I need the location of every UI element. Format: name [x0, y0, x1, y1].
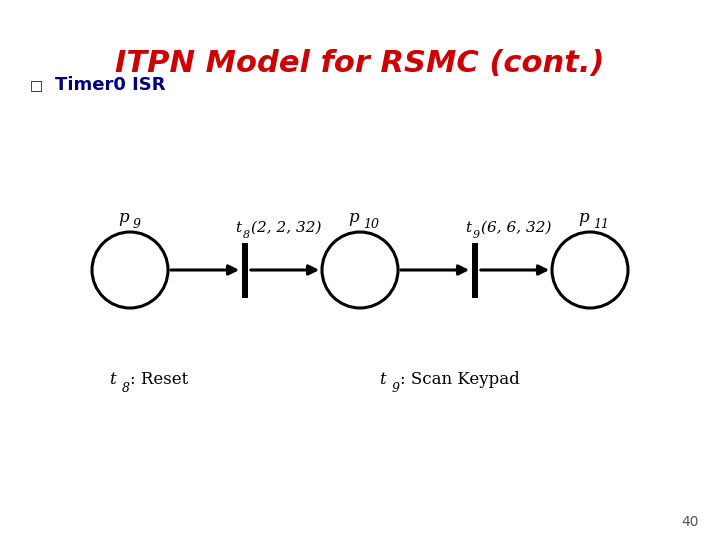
Text: p: p — [348, 209, 359, 226]
Text: : Reset: : Reset — [130, 372, 188, 388]
Text: 40: 40 — [681, 515, 698, 529]
Text: 10: 10 — [363, 218, 379, 231]
Text: 9: 9 — [392, 381, 400, 395]
Text: p: p — [579, 209, 589, 226]
Bar — [472, 242, 478, 298]
Text: (6, 6, 32): (6, 6, 32) — [481, 220, 552, 234]
Text: t: t — [379, 372, 386, 388]
Text: 9: 9 — [473, 230, 480, 240]
Text: 8: 8 — [122, 381, 130, 395]
Text: t: t — [465, 220, 471, 234]
Text: Timer0 ISR: Timer0 ISR — [55, 76, 166, 94]
Ellipse shape — [552, 232, 628, 308]
Text: t: t — [109, 372, 116, 388]
Text: p: p — [119, 209, 130, 226]
Text: 11: 11 — [593, 218, 609, 231]
Bar — [242, 242, 248, 298]
Text: 9: 9 — [133, 218, 141, 231]
Ellipse shape — [92, 232, 168, 308]
Ellipse shape — [322, 232, 398, 308]
Text: □: □ — [30, 78, 43, 92]
Text: 8: 8 — [243, 230, 250, 240]
Text: t: t — [235, 220, 241, 234]
Text: ITPN Model for RSMC (cont.): ITPN Model for RSMC (cont.) — [115, 49, 605, 78]
Text: : Scan Keypad: : Scan Keypad — [400, 372, 520, 388]
Text: (2, 2, 32): (2, 2, 32) — [251, 220, 322, 234]
